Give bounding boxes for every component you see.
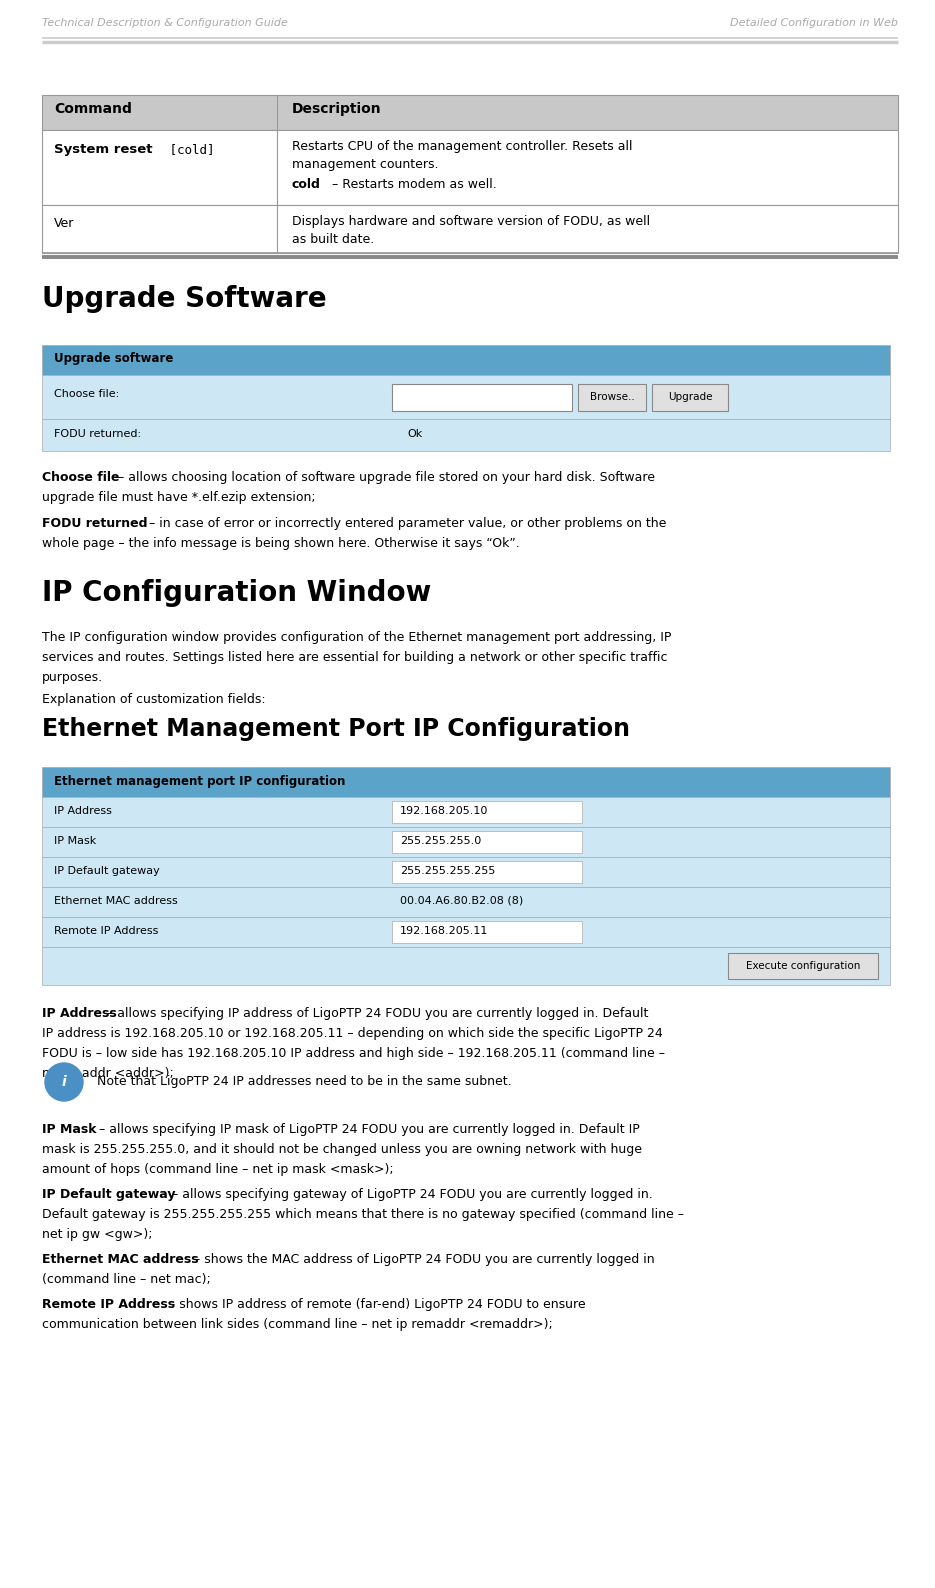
Bar	[392, 921, 582, 943]
Text: Ok: Ok	[407, 429, 423, 438]
Text: net ip gw <gw>);: net ip gw <gw>);	[42, 1228, 152, 1240]
Text: IP Mask: IP Mask	[54, 835, 96, 846]
Text: Browse..: Browse..	[590, 392, 634, 402]
Text: 192.168.205.11: 192.168.205.11	[400, 926, 488, 935]
Text: – allows specifying IP address of LigoPTP 24 FODU you are currently logged in. D: – allows specifying IP address of LigoPT…	[107, 1007, 648, 1019]
Text: FODU returned:: FODU returned:	[54, 429, 141, 438]
Bar	[392, 383, 572, 411]
Text: 192.168.205.10: 192.168.205.10	[400, 807, 488, 816]
Text: The IP configuration window provides configuration of the Ethernet management po: The IP configuration window provides con…	[42, 630, 671, 645]
Text: i: i	[62, 1075, 66, 1089]
Bar	[42, 130, 898, 205]
Text: FODU is – low side has 192.168.205.10 IP address and high side – 192.168.205.11 : FODU is – low side has 192.168.205.10 IP…	[42, 1046, 665, 1061]
Text: net ip addr <addr>);: net ip addr <addr>);	[42, 1067, 174, 1080]
Text: – shows IP address of remote (far-end) LigoPTP 24 FODU to ensure: – shows IP address of remote (far-end) L…	[169, 1297, 585, 1312]
Text: Upgrade Software: Upgrade Software	[42, 284, 326, 313]
Text: Displays hardware and software version of FODU, as well: Displays hardware and software version o…	[292, 214, 650, 229]
Bar	[42, 95, 898, 130]
Text: amount of hops (command line – net ip mask <mask>);: amount of hops (command line – net ip ma…	[42, 1162, 394, 1177]
Bar	[392, 831, 582, 853]
Text: – Restarts modem as well.: – Restarts modem as well.	[328, 178, 496, 191]
Bar	[42, 946, 890, 985]
Text: IP Default gateway: IP Default gateway	[42, 1188, 176, 1201]
Text: IP Address: IP Address	[42, 1007, 117, 1019]
Text: Ethernet management port IP configuration: Ethernet management port IP configuratio…	[54, 775, 345, 788]
Text: management counters.: management counters.	[292, 157, 439, 172]
Bar	[42, 858, 890, 888]
Text: Explanation of customization fields:: Explanation of customization fields:	[42, 692, 266, 707]
Text: Remote IP Address: Remote IP Address	[54, 926, 158, 935]
Text: Command: Command	[54, 102, 132, 116]
Text: IP Configuration Window: IP Configuration Window	[42, 580, 431, 607]
Text: 00.04.A6.80.B2.08 (8): 00.04.A6.80.B2.08 (8)	[400, 896, 524, 907]
Bar	[392, 861, 582, 883]
Text: whole page – the info message is being shown here. Otherwise it says “Ok”.: whole page – the info message is being s…	[42, 537, 520, 549]
Bar	[42, 827, 890, 858]
Bar	[42, 888, 890, 916]
Text: (command line – net mac);: (command line – net mac);	[42, 1274, 210, 1286]
Bar	[42, 767, 890, 797]
Text: Restarts CPU of the management controller. Resets all: Restarts CPU of the management controlle…	[292, 140, 632, 152]
Bar	[42, 205, 898, 252]
Bar	[652, 383, 728, 411]
Text: 255.255.255.0: 255.255.255.0	[400, 835, 482, 846]
Bar	[42, 916, 890, 946]
Text: 255.255.255.255: 255.255.255.255	[400, 865, 496, 877]
Text: Ethernet MAC address: Ethernet MAC address	[42, 1253, 198, 1266]
Text: communication between link sides (command line – net ip remaddr <remaddr>);: communication between link sides (comman…	[42, 1318, 553, 1331]
Text: Upgrade: Upgrade	[668, 392, 712, 402]
Text: upgrade file must have *.elf.ezip extension;: upgrade file must have *.elf.ezip extens…	[42, 491, 316, 503]
Text: [cold]: [cold]	[162, 143, 214, 156]
Text: – allows specifying gateway of LigoPTP 24 FODU you are currently logged in.: – allows specifying gateway of LigoPTP 2…	[172, 1188, 653, 1201]
Bar	[42, 797, 890, 827]
Bar	[42, 345, 890, 375]
Text: Default gateway is 255.255.255.255 which means that there is no gateway specifie: Default gateway is 255.255.255.255 which…	[42, 1208, 684, 1221]
Text: purposes.: purposes.	[42, 672, 103, 684]
Text: Remote IP Address: Remote IP Address	[42, 1297, 175, 1312]
Text: IP address is 192.168.205.10 or 192.168.205.11 – depending on which side the spe: IP address is 192.168.205.10 or 192.168.…	[42, 1027, 663, 1040]
Text: Description: Description	[292, 102, 381, 116]
Bar	[578, 383, 646, 411]
Text: cold: cold	[292, 178, 321, 191]
Text: services and routes. Settings listed here are essential for building a network o: services and routes. Settings listed her…	[42, 651, 668, 664]
Text: System reset: System reset	[54, 143, 152, 156]
Text: Ver: Ver	[54, 218, 75, 230]
Text: FODU returned: FODU returned	[42, 518, 148, 530]
Bar	[42, 419, 890, 451]
Text: IP Default gateway: IP Default gateway	[54, 865, 160, 877]
Text: – allows choosing location of software upgrade file stored on your hard disk. So: – allows choosing location of software u…	[118, 472, 655, 484]
Text: Ethernet Management Port IP Configuration: Ethernet Management Port IP Configuratio…	[42, 718, 630, 742]
Text: Execute configuration: Execute configuration	[746, 961, 860, 970]
Text: Upgrade software: Upgrade software	[54, 353, 173, 365]
Text: Ethernet MAC address: Ethernet MAC address	[54, 896, 178, 907]
Text: Choose file: Choose file	[42, 472, 120, 484]
Bar	[392, 800, 582, 823]
Text: Detailed Configuration in Web: Detailed Configuration in Web	[730, 17, 898, 29]
Text: – shows the MAC address of LigoPTP 24 FODU you are currently logged in: – shows the MAC address of LigoPTP 24 FO…	[194, 1253, 654, 1266]
Text: Technical Description & Configuration Guide: Technical Description & Configuration Gu…	[42, 17, 288, 29]
Text: – in case of error or incorrectly entered parameter value, or other problems on : – in case of error or incorrectly entere…	[149, 518, 667, 530]
Text: Choose file:: Choose file:	[54, 389, 120, 399]
Text: as built date.: as built date.	[292, 233, 374, 246]
Text: mask is 255.255.255.0, and it should not be changed unless you are owning networ: mask is 255.255.255.0, and it should not…	[42, 1143, 642, 1156]
Text: IP Mask: IP Mask	[42, 1123, 96, 1135]
Circle shape	[45, 1062, 83, 1100]
Bar	[42, 375, 890, 419]
Text: Note that LigoPTP 24 IP addresses need to be in the same subnet.: Note that LigoPTP 24 IP addresses need t…	[97, 1075, 511, 1088]
Bar	[728, 953, 878, 978]
Text: – allows specifying IP mask of LigoPTP 24 FODU you are currently logged in. Defa: – allows specifying IP mask of LigoPTP 2…	[99, 1123, 640, 1135]
Text: IP Address: IP Address	[54, 807, 112, 816]
